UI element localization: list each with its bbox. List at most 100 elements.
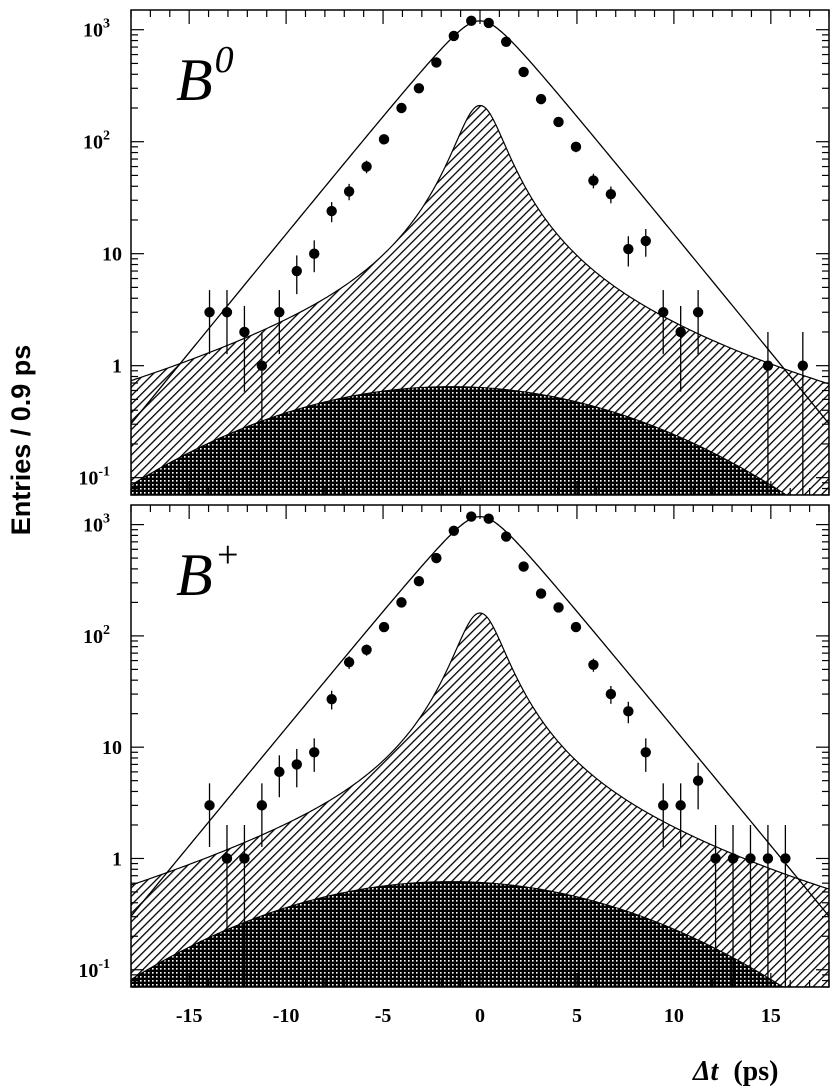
x-tick-label: -10 — [273, 1005, 300, 1027]
data-point — [553, 116, 564, 128]
y-tick-base: 1 — [112, 848, 122, 870]
data-point — [378, 134, 390, 145]
marker — [605, 188, 617, 200]
y-tick-label: 102 — [83, 129, 110, 154]
data-point — [640, 738, 651, 772]
data-point — [448, 30, 460, 42]
peaked-component-area — [131, 104, 829, 495]
marker — [658, 307, 669, 318]
y-tick-exponent: -1 — [98, 957, 110, 972]
data-point — [204, 290, 215, 355]
data-point — [675, 305, 686, 392]
marker — [553, 602, 564, 613]
y-tick-label: 1 — [112, 356, 122, 378]
marker — [745, 853, 756, 864]
marker — [780, 853, 791, 864]
y-tick-exponent: 3 — [103, 17, 110, 32]
broad-component-area — [131, 881, 829, 987]
marker — [256, 360, 268, 371]
y-tick-exponent: 3 — [103, 512, 110, 527]
data-point — [605, 685, 617, 704]
panel-label-base: B — [176, 542, 213, 608]
marker — [570, 621, 582, 633]
y-axis-label: Entries / 0.9 ps — [6, 345, 36, 536]
marker — [640, 235, 651, 247]
y-tick-base: 10 — [83, 626, 103, 648]
y-tick-label: 10 — [102, 737, 122, 759]
marker — [221, 853, 233, 864]
data-point — [396, 102, 407, 114]
marker — [378, 621, 390, 633]
marker — [239, 853, 250, 864]
y-tick-exponent: -1 — [98, 465, 110, 480]
marker — [326, 205, 337, 217]
marker — [692, 307, 704, 318]
marker — [710, 853, 721, 864]
data-point — [745, 824, 756, 987]
data-point — [518, 561, 529, 572]
data-point — [675, 783, 686, 847]
marker — [588, 659, 599, 670]
data-point — [413, 576, 425, 587]
data-point — [256, 783, 268, 847]
y-tick-label: 10-1 — [78, 465, 110, 490]
marker — [605, 688, 617, 700]
data-point — [204, 783, 215, 847]
marker — [413, 576, 425, 587]
data-point — [605, 186, 617, 204]
data-point — [658, 783, 669, 847]
x-tick-label: -5 — [375, 1005, 392, 1027]
x-axis-ticks — [130, 10, 830, 495]
data-point — [378, 621, 390, 633]
data-point — [780, 824, 791, 987]
data-point — [326, 690, 337, 710]
data-point — [309, 738, 320, 772]
data-point — [570, 141, 582, 153]
data-point — [466, 511, 477, 522]
plot-area — [131, 511, 829, 987]
marker — [535, 93, 547, 105]
marker — [291, 759, 302, 770]
data-point — [658, 290, 669, 355]
data-point — [797, 331, 809, 495]
data-point — [623, 701, 634, 724]
data-point — [518, 66, 529, 78]
x-tick-label: 5 — [572, 1005, 582, 1027]
x-axis-ticks — [130, 505, 830, 987]
marker — [623, 243, 634, 255]
y-tick-base: 1 — [112, 356, 122, 378]
marker — [675, 800, 686, 811]
marker — [361, 161, 372, 172]
plot-area — [131, 15, 829, 495]
marker — [396, 102, 407, 114]
marker — [553, 116, 564, 128]
data-point — [448, 525, 460, 536]
panel-label: B0 — [176, 39, 234, 113]
marker — [692, 775, 704, 786]
data-point — [727, 824, 739, 987]
marker — [658, 800, 669, 811]
x-axis-unit: (ps) — [733, 1056, 778, 1087]
data-point — [274, 755, 285, 798]
data-point — [221, 290, 233, 355]
marker — [570, 141, 582, 153]
x-tick-label: 0 — [475, 1005, 485, 1027]
marker — [500, 36, 512, 48]
y-tick-base: 10 — [78, 960, 98, 982]
marker — [431, 552, 442, 564]
marker — [466, 511, 477, 522]
marker — [623, 706, 634, 717]
data-point — [623, 236, 634, 267]
y-tick-base: 10 — [83, 20, 103, 42]
marker — [483, 17, 494, 29]
data-point — [500, 36, 512, 48]
marker — [640, 747, 651, 758]
marker — [378, 134, 390, 145]
data-point — [692, 290, 704, 355]
data-point — [431, 552, 442, 564]
x-tick-label: 10 — [664, 1005, 684, 1027]
y-axis-ticks — [131, 523, 829, 988]
